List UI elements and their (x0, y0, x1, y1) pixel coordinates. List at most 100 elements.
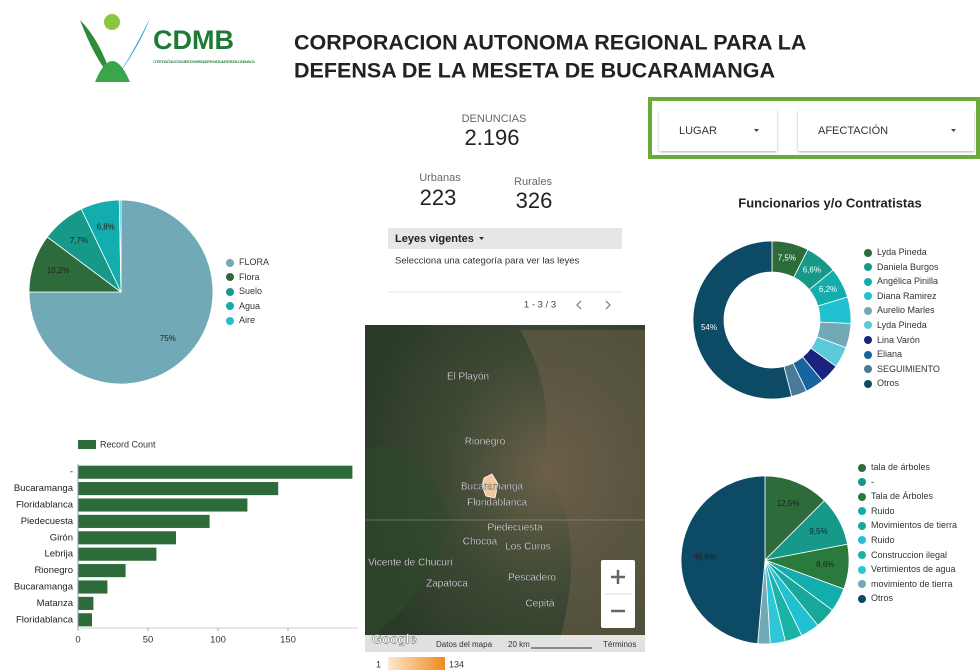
legend-item: Otros (864, 378, 976, 389)
legend-item: Diana Ramirez (864, 291, 976, 302)
map-place: Piedecuesta (487, 523, 542, 534)
legend-swatch (864, 263, 872, 271)
legend-item: Flora (226, 272, 306, 283)
data-label: 9,5% (809, 527, 827, 536)
data-label: 75% (160, 334, 176, 343)
x-tick-label: 100 (210, 635, 226, 646)
y-tick-label: Floridablanca (16, 614, 74, 625)
kpi-value: 2.196 (464, 125, 519, 150)
kpi-label: Urbanas (419, 172, 461, 184)
legend-item: Agua (226, 301, 306, 312)
legend-label: Lina Varón (877, 335, 920, 346)
legend-item: Lyda Pineda (864, 247, 976, 258)
legend-swatch (858, 551, 866, 559)
legend-swatch (864, 278, 872, 286)
map-place: Rionegro (465, 437, 506, 448)
legend-label: Daniela Burgos (877, 262, 939, 273)
legend-item: SEGUIMIENTO (864, 364, 976, 375)
x-tick-label: 0 (75, 635, 80, 646)
legend-label: Angélica Pinilla (877, 276, 938, 287)
legend-swatch (864, 336, 872, 344)
map-attribution[interactable]: Términos (603, 640, 636, 649)
pagination: 1 - 3 / 3 (524, 300, 556, 311)
data-label: 6,6% (803, 266, 821, 275)
canvas: CDMB CORPORACIÓN AUTÓNOMA REGIONAL PARA … (0, 0, 980, 672)
legend-label: Ruido (871, 535, 895, 546)
kpi-value: 326 (516, 188, 553, 213)
map-place: San Vicente de Chucuri (348, 558, 453, 569)
kpi-label: Rurales (514, 176, 552, 188)
legend-item: Aire (226, 315, 306, 326)
legend-item: Eliana (864, 349, 976, 360)
y-tick-label: Lebrija (44, 549, 73, 560)
filter-dropdown[interactable]: LUGAR (659, 110, 777, 151)
legend-swatch (858, 580, 866, 588)
legend-swatch (226, 259, 234, 267)
legend-label: Lyda Pineda (877, 320, 927, 331)
legend-label: Lyda Pineda (877, 247, 927, 258)
legend-label: Diana Ramirez (877, 291, 937, 302)
laws-title[interactable]: Leyes vigentes (395, 233, 474, 245)
bar (78, 482, 278, 495)
legend-label: Ruido (871, 506, 895, 517)
legend-item: FLORA (226, 257, 306, 268)
bar (78, 597, 93, 610)
legend-item: Construccion ilegal (858, 550, 970, 561)
legend-swatch (858, 522, 866, 530)
legend-swatch (226, 273, 234, 281)
map-legend-min: 1 (376, 659, 381, 669)
legend-item: tala de árboles (858, 462, 970, 473)
legend-label: Agua (239, 301, 260, 312)
y-tick-label: Bucaramanga (14, 582, 74, 593)
x-tick-label: 50 (143, 635, 154, 646)
legend-swatch (226, 302, 234, 310)
map-attribution: Google (372, 631, 417, 646)
logo: CDMB CORPORACIÓN AUTÓNOMA REGIONAL PARA … (80, 14, 255, 82)
legend-swatch (226, 317, 234, 325)
legend-item: Aurelio Marles (864, 305, 976, 316)
legend-label: Construccion ilegal (871, 550, 947, 561)
legend-swatch (858, 464, 866, 472)
dropdown-box[interactable] (659, 110, 777, 151)
map-place: Zapatoca (426, 579, 468, 590)
page-title: CORPORACION AUTONOMA REGIONAL PARA LA (294, 31, 806, 55)
legend-label: Movimientos de tierra (871, 520, 957, 531)
y-tick-label: Floridablanca (16, 500, 74, 511)
legend-label: Tala de Árboles (871, 491, 933, 502)
map-scale: 20 km (508, 640, 530, 649)
map-place: Pescadero (508, 573, 556, 584)
map-place: El Playón (447, 372, 489, 383)
map-attribution[interactable]: Datos del mapa (436, 640, 493, 649)
map-legend-gradient (388, 657, 445, 670)
filter-dropdown[interactable]: AFECTACIÓN (798, 110, 974, 151)
bar (78, 613, 92, 626)
y-tick-label: Piedecuesta (21, 516, 74, 527)
legend-item: Ruido (858, 506, 970, 517)
legend-item: movimiento de tierra (858, 579, 970, 590)
laws-message: Selecciona una categoría para ver las le… (395, 256, 580, 267)
legend-item: Ruido (858, 535, 970, 546)
y-tick-label: Girón (50, 532, 73, 543)
legend-swatch (78, 440, 96, 449)
dropdown-label[interactable]: AFECTACIÓN (818, 124, 888, 137)
next-page[interactable] (606, 301, 610, 309)
page-title: DEFENSA DE LA MESETA DE BUCARAMANGA (294, 59, 775, 83)
legend-item: Movimientos de tierra (858, 520, 970, 531)
logo-text: CDMB (153, 25, 234, 55)
dropdown-label[interactable]: LUGAR (679, 125, 717, 137)
legend-swatch (864, 380, 872, 388)
map-place: Chocoa (463, 537, 498, 548)
legend-swatch (864, 321, 872, 329)
legend-label: Aire (239, 315, 255, 326)
map-place: Los Curos (505, 542, 551, 553)
legend-label: - (871, 477, 874, 488)
bar (78, 531, 176, 544)
prev-page[interactable] (577, 301, 581, 309)
legend-item: Otros (858, 593, 970, 604)
map[interactable]: El PlayónRionegroBucaramangaFloridablanc… (348, 325, 645, 652)
legend: Lyda Pineda Daniela Burgos Angélica Pinill… (864, 247, 976, 393)
map-place: Bucaramanga (461, 482, 524, 493)
legend-label: Aurelio Marles (877, 305, 935, 316)
legend-item: Lyda Pineda (864, 320, 976, 331)
legend-item: Vertimientos de agua (858, 564, 970, 575)
